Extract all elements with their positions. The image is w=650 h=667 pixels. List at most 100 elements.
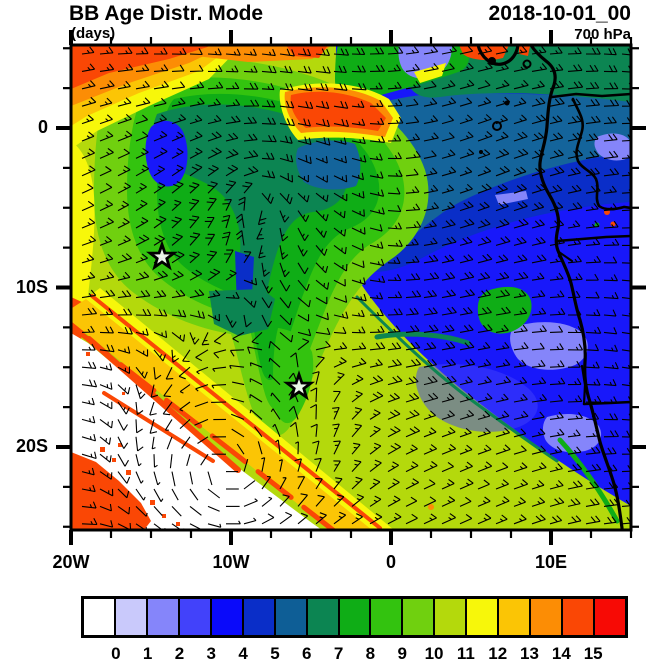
wind-barb bbox=[405, 63, 420, 72]
wind-barb bbox=[153, 488, 164, 502]
wind-barb bbox=[297, 155, 312, 165]
wind-barb bbox=[531, 254, 547, 264]
wind-barb bbox=[153, 97, 167, 107]
wind-barb bbox=[567, 167, 581, 177]
speckle bbox=[162, 514, 166, 518]
wind-barb bbox=[279, 314, 293, 326]
region-east-green-blob-age-8 bbox=[477, 286, 532, 334]
wind-barb bbox=[495, 306, 511, 316]
wind-barb bbox=[441, 63, 455, 72]
wind-barb bbox=[441, 324, 455, 333]
wind-barb bbox=[117, 346, 131, 354]
wind-barb bbox=[171, 64, 185, 72]
wind-barb bbox=[333, 48, 350, 56]
wind-barb bbox=[423, 461, 438, 473]
wind-barb bbox=[405, 168, 419, 177]
wind-barb bbox=[182, 349, 191, 363]
wind-barb bbox=[261, 83, 275, 91]
wind-barb bbox=[223, 249, 234, 264]
speckle bbox=[118, 443, 122, 447]
wind-barb bbox=[81, 325, 95, 333]
wind-barb bbox=[297, 245, 308, 257]
wind-barb bbox=[261, 100, 276, 108]
wind-barb bbox=[153, 309, 168, 317]
wind-barb bbox=[369, 342, 386, 351]
wind-barb bbox=[99, 46, 114, 55]
wind-barb bbox=[441, 306, 457, 316]
pressure-level-label: 700 hPa bbox=[574, 26, 631, 43]
country-border bbox=[582, 400, 631, 406]
wind-barb bbox=[423, 289, 438, 299]
wind-barb bbox=[477, 114, 492, 125]
wind-barb bbox=[459, 45, 474, 55]
wind-barb bbox=[207, 488, 221, 499]
wind-barb bbox=[333, 155, 348, 164]
wind-barb bbox=[531, 411, 545, 420]
wind-barb bbox=[279, 297, 292, 309]
wind-barb bbox=[477, 324, 493, 333]
wind-barb bbox=[117, 113, 132, 125]
wind-barb bbox=[351, 374, 364, 386]
wind-barb bbox=[81, 467, 95, 476]
wind-barb bbox=[310, 423, 318, 437]
wind-barb bbox=[315, 340, 331, 351]
wind-barb bbox=[81, 415, 96, 424]
wind-barb bbox=[513, 445, 527, 455]
wind-barb bbox=[153, 454, 158, 468]
wind-barb bbox=[549, 411, 564, 420]
wind-barb bbox=[117, 401, 130, 415]
wind-barb bbox=[549, 97, 565, 107]
wind-barb bbox=[212, 366, 227, 372]
wind-barb bbox=[441, 358, 457, 368]
wind-barb bbox=[181, 436, 191, 449]
wind-barb bbox=[603, 413, 619, 421]
wind-barb bbox=[315, 494, 325, 507]
wind-barb bbox=[153, 215, 167, 229]
wind-barb bbox=[387, 512, 402, 525]
wind-barb bbox=[135, 454, 142, 467]
wind-barb bbox=[99, 326, 114, 334]
wind-barb bbox=[585, 291, 600, 299]
wind-barb bbox=[99, 488, 114, 497]
wind-barb bbox=[99, 114, 113, 125]
wind-barb bbox=[189, 332, 200, 345]
wind-barb bbox=[585, 238, 601, 246]
wind-barb bbox=[603, 99, 620, 107]
wind-barb bbox=[423, 184, 439, 194]
wind-barb bbox=[166, 436, 173, 450]
colorbar-cell bbox=[243, 599, 276, 635]
wind-barb bbox=[495, 324, 509, 333]
wind-barb bbox=[351, 423, 363, 438]
country-border bbox=[571, 97, 631, 211]
wind-barb bbox=[477, 306, 492, 316]
wind-barb bbox=[477, 183, 492, 194]
colorbar-tick-label: 7 bbox=[333, 644, 344, 663]
wind-barb bbox=[117, 453, 129, 467]
wind-barb bbox=[621, 244, 631, 247]
wind-barb bbox=[531, 445, 546, 455]
wind-barb bbox=[513, 236, 527, 246]
region-corner-red bbox=[71, 452, 151, 530]
wind-barb bbox=[333, 477, 343, 490]
wind-barb bbox=[135, 47, 149, 55]
wind-barb bbox=[117, 97, 132, 107]
wind-barb bbox=[99, 63, 115, 72]
wind-barb bbox=[567, 115, 582, 125]
wind-barb bbox=[405, 358, 422, 368]
wind-barb bbox=[279, 262, 290, 278]
wind-barb bbox=[333, 137, 347, 145]
wind-barb bbox=[99, 166, 112, 177]
wind-barb bbox=[477, 97, 492, 107]
wind-barb bbox=[135, 217, 149, 229]
wind-barb bbox=[405, 444, 418, 455]
wind-barb bbox=[477, 62, 493, 72]
wind-barb bbox=[297, 279, 310, 292]
wind-barb bbox=[189, 81, 205, 90]
wind-barb bbox=[278, 459, 283, 472]
wind-barb bbox=[495, 376, 512, 386]
colorbar-tick-label: 0 bbox=[111, 644, 121, 663]
wind-barb bbox=[153, 270, 168, 281]
wind-barb bbox=[249, 394, 263, 403]
wind-barb bbox=[81, 63, 96, 72]
wind-barb bbox=[441, 410, 455, 420]
